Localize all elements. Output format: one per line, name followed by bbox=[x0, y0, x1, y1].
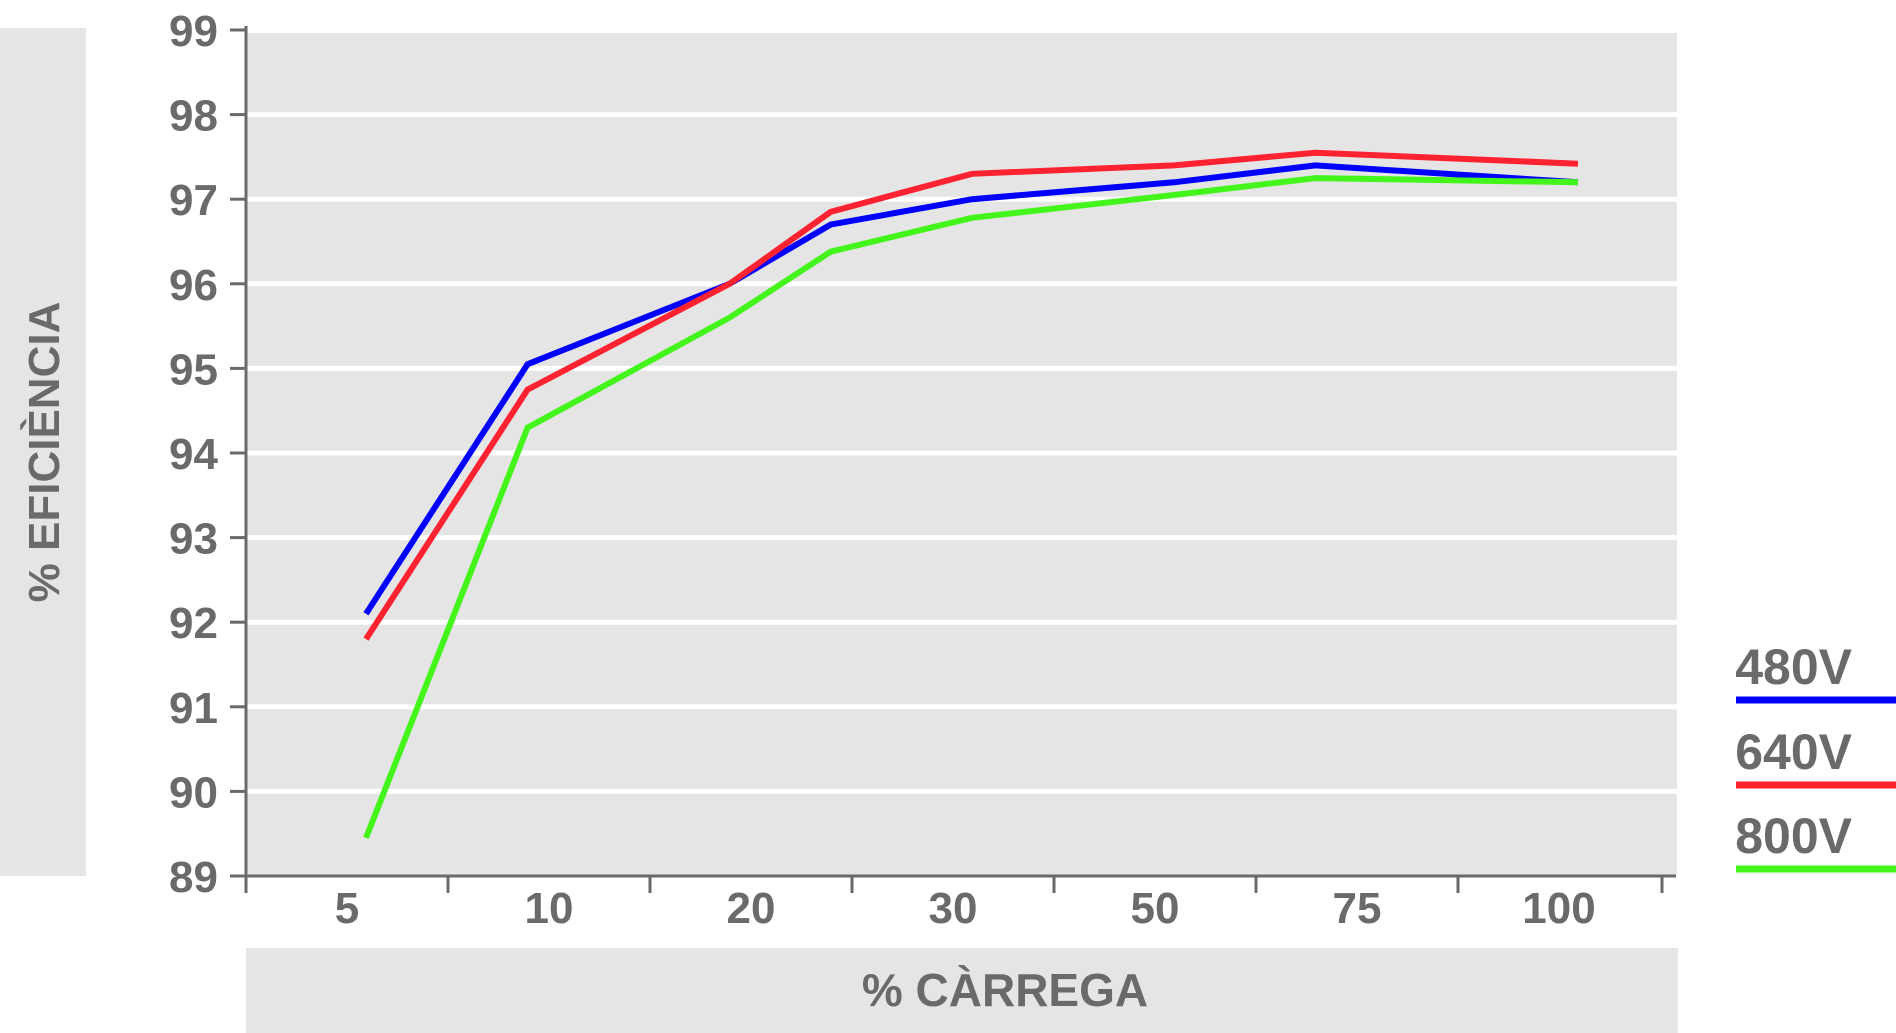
y-tick-label: 99 bbox=[169, 7, 218, 56]
x-tick-label: 75 bbox=[1333, 884, 1382, 933]
x-tick-label: 30 bbox=[929, 884, 978, 933]
y-tick-label: 92 bbox=[169, 599, 218, 648]
legend-label: 480V bbox=[1735, 639, 1852, 695]
x-tick-label: 100 bbox=[1522, 884, 1595, 933]
y-axis-title: % EFICIÈNCIA bbox=[19, 302, 69, 603]
series-lines bbox=[363, 149, 1579, 839]
y-ticks: 89 90 91 92 93 94 95 96 97 98 99 bbox=[169, 7, 246, 902]
x-axis-title: % CÀRREGA bbox=[862, 964, 1148, 1016]
series-line-640V bbox=[363, 149, 1579, 641]
series-line-480V bbox=[363, 162, 1579, 616]
y-tick-label: 91 bbox=[169, 684, 218, 733]
y-tick-label: 96 bbox=[169, 261, 218, 310]
y-tick-label: 98 bbox=[169, 92, 218, 141]
x-tick-label: 20 bbox=[727, 884, 776, 933]
y-tick-label: 90 bbox=[169, 768, 218, 817]
series-line-800V bbox=[363, 175, 1579, 839]
y-tick-label: 89 bbox=[169, 853, 218, 902]
x-ticks: 5 10 20 30 50 75 100 bbox=[244, 876, 1664, 933]
y-tick-label: 93 bbox=[169, 515, 218, 564]
y-tick-label: 95 bbox=[169, 345, 218, 394]
legend: 480V 640V 800V bbox=[1735, 639, 1896, 873]
ylabel-panel bbox=[0, 28, 86, 876]
x-tick-label: 5 bbox=[335, 884, 359, 933]
y-tick-label: 94 bbox=[169, 430, 218, 479]
x-tick-label: 50 bbox=[1131, 884, 1180, 933]
legend-label: 640V bbox=[1735, 724, 1852, 780]
legend-label: 800V bbox=[1735, 808, 1852, 864]
y-tick-label: 97 bbox=[169, 176, 218, 225]
x-tick-label: 10 bbox=[525, 884, 574, 933]
xlabel-panel bbox=[246, 948, 1678, 1033]
